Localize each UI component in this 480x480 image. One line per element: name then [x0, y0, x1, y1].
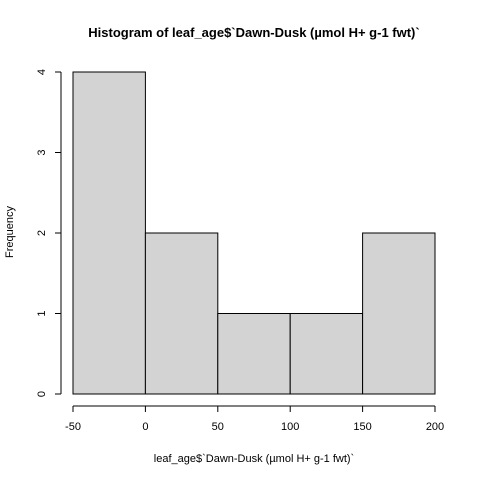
- histogram-bar-0: [72, 71, 146, 395]
- histogram-bar-2: [217, 313, 291, 395]
- x-tick-label-4: 150: [353, 421, 371, 433]
- x-tick-label-2: 50: [212, 421, 224, 433]
- y-tick-label-0: 0: [36, 391, 48, 397]
- chart-title: Histogram of leaf_age$`Dawn-Dusk (µmol H…: [88, 25, 419, 40]
- x-axis: -50 0 50 100 150 200: [65, 405, 444, 433]
- y-axis-label: Frequency: [4, 206, 16, 258]
- y-tick-label-2: 2: [36, 230, 48, 236]
- histogram-bar-3: [289, 313, 364, 395]
- x-axis-label: leaf_age$`Dawn-Dusk (µmol H+ g-1 fwt)`: [154, 453, 354, 465]
- y-tick-label-4: 4: [36, 69, 48, 75]
- x-tick-label-5: 200: [426, 421, 444, 433]
- x-tick-label-0: -50: [65, 421, 81, 433]
- y-tick-label-3: 3: [36, 149, 48, 155]
- histogram-bar-4: [362, 232, 436, 395]
- y-axis: 0 1 2 3 4: [36, 69, 62, 397]
- y-tick-label-1: 1: [36, 310, 48, 316]
- bars-group: [72, 71, 436, 395]
- x-tick-label-1: 0: [142, 421, 148, 433]
- x-tick-label-3: 100: [281, 421, 299, 433]
- histogram-bar-1: [144, 232, 219, 395]
